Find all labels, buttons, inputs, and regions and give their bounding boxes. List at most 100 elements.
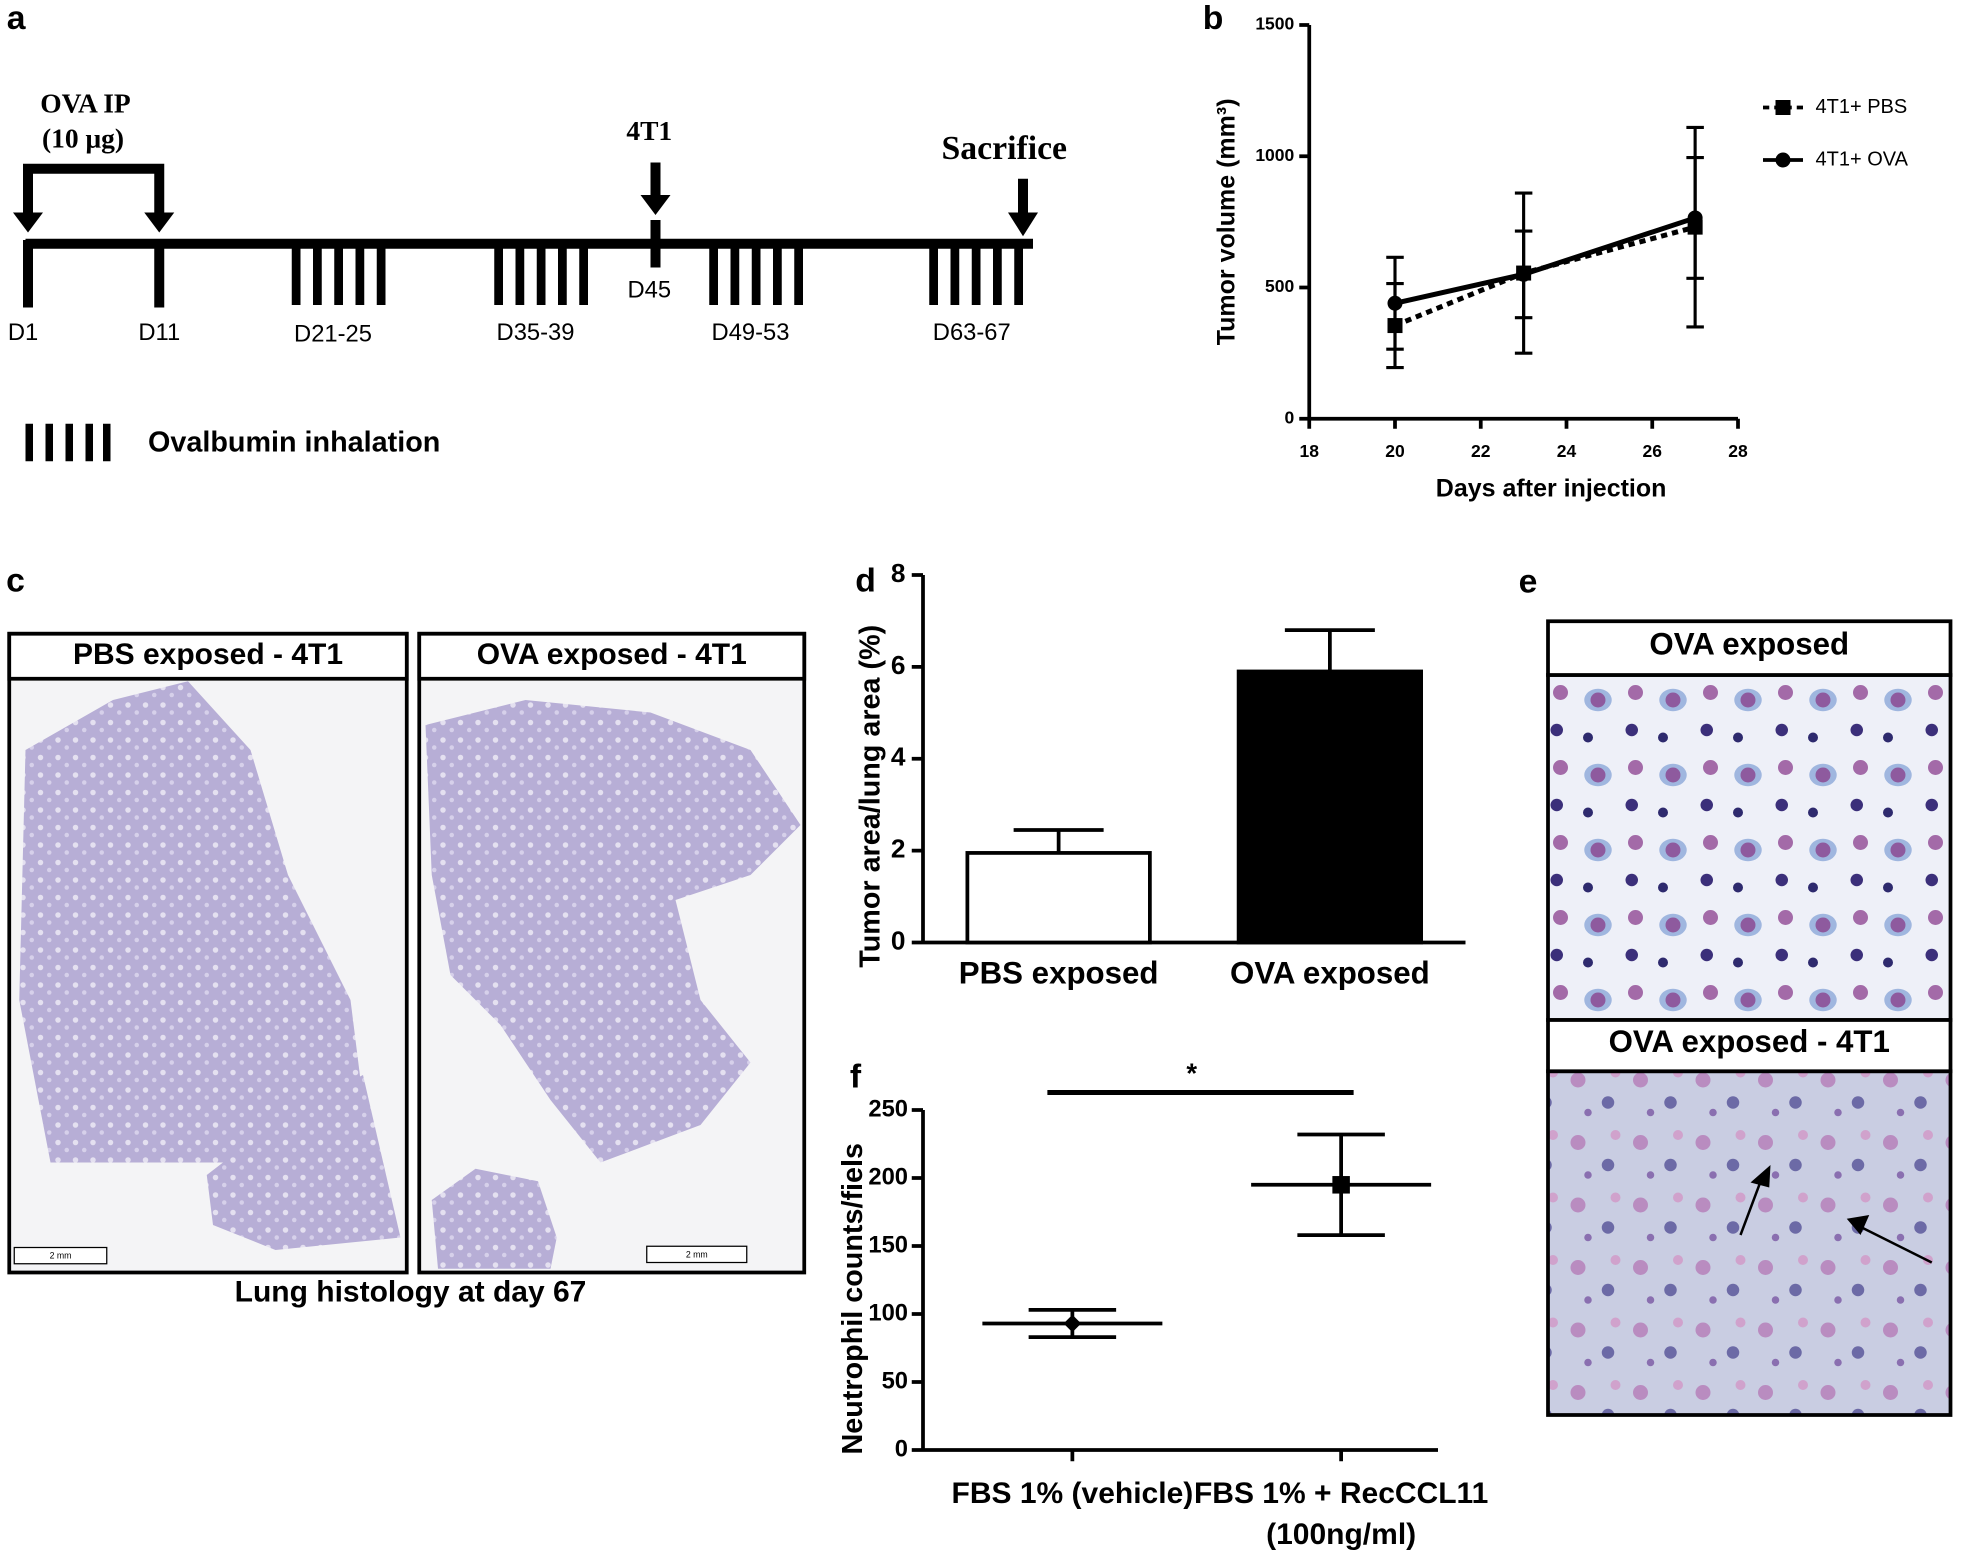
legend-marker bbox=[1775, 100, 1791, 115]
inhalation-bar bbox=[751, 243, 761, 305]
inhalation-bar bbox=[773, 243, 782, 305]
panel-a: a OVA IP (10 μg) 4T1 Sacrifice D1 D11 D2… bbox=[7, 0, 1067, 462]
inhalation-bar bbox=[291, 243, 301, 305]
inhalation-bar bbox=[494, 243, 503, 305]
inhalation-bar bbox=[536, 243, 546, 305]
day-label: D11 bbox=[138, 319, 180, 346]
inhalation-bar bbox=[794, 243, 803, 305]
x-tick-label: PBS exposed bbox=[959, 955, 1159, 990]
panel-c: c 2 mm PBS exposed - 4T1 2 mm OVA expose… bbox=[6, 561, 807, 1309]
legend-swatch bbox=[25, 423, 111, 462]
legend-marker bbox=[1775, 152, 1791, 168]
y-axis-label: Neutrophil counts/fiels bbox=[837, 1143, 869, 1454]
lung-tissue bbox=[19, 681, 363, 1163]
inhalation-bar bbox=[355, 243, 365, 305]
panel-label: e bbox=[1519, 563, 1538, 601]
x-tick-label: FBS 1% (vehicle) bbox=[952, 1477, 1194, 1510]
bar bbox=[1236, 669, 1423, 945]
day-label: D49-53 bbox=[712, 319, 790, 346]
marker bbox=[1387, 295, 1403, 311]
day-label: D63-67 bbox=[933, 319, 1011, 346]
scale-label: 2 mm bbox=[50, 1251, 72, 1261]
y-axis-label: Tumor area/lung area (%) bbox=[854, 625, 886, 968]
inhalation-bar bbox=[950, 243, 960, 305]
inhalation-bar bbox=[709, 243, 718, 305]
panel-label: d bbox=[855, 561, 876, 599]
image-title-box bbox=[417, 631, 807, 681]
significance-label: * bbox=[1186, 1057, 1197, 1088]
x-tick-label: 28 bbox=[1728, 441, 1748, 461]
image-title: OVA exposed bbox=[1649, 627, 1849, 662]
day-label: D35-39 bbox=[497, 319, 575, 346]
image-title-box bbox=[1546, 1018, 1953, 1074]
y-axis-label: Tumor volume (mm³) bbox=[1213, 98, 1241, 345]
y-tick-label: 250 bbox=[868, 1095, 908, 1122]
inhalation-bar bbox=[558, 243, 567, 305]
day-label: D21-25 bbox=[294, 320, 372, 347]
y-tick-label: 0 bbox=[895, 1435, 908, 1462]
inhalation-bar bbox=[515, 243, 525, 305]
lung-tissue bbox=[206, 1075, 401, 1250]
caption: Lung histology at day 67 bbox=[235, 1276, 587, 1309]
lung-tissue bbox=[425, 700, 801, 1163]
scale-label: 2 mm bbox=[686, 1249, 708, 1259]
image-title: PBS exposed - 4T1 bbox=[73, 638, 343, 671]
timeline bbox=[22, 162, 1033, 308]
inhalation-bars bbox=[291, 243, 1023, 305]
end-label: Sacrifice bbox=[941, 130, 1067, 167]
inhalation-bar bbox=[730, 243, 740, 305]
day-label: D1 bbox=[8, 319, 38, 346]
panel-e: e OVA exposed OVA exposed - 4T1 bbox=[1519, 563, 1953, 1417]
image-title-box bbox=[1546, 619, 1953, 677]
challenge-label: 4T1 bbox=[626, 115, 672, 146]
legend-label: 4T1+ PBS bbox=[1816, 96, 1908, 118]
inhalation-bar bbox=[334, 243, 343, 305]
panel-label: a bbox=[7, 0, 26, 37]
y-tick-label: 0 bbox=[891, 925, 906, 955]
injection-dose: (10 μg) bbox=[42, 123, 124, 154]
marker bbox=[1516, 266, 1532, 282]
lung-tissue bbox=[431, 1168, 557, 1269]
y-tick-label: 6 bbox=[891, 650, 906, 680]
arrows bbox=[1739, 1174, 1933, 1264]
x-tick-label: OVA exposed bbox=[1230, 955, 1430, 990]
inhalation-bar bbox=[376, 243, 386, 305]
injection-label: OVA IP bbox=[40, 88, 131, 119]
y-tick-label: 1000 bbox=[1255, 145, 1294, 165]
x-axis-label: Days after injection bbox=[1436, 475, 1667, 503]
y-tick-label: 8 bbox=[891, 558, 906, 588]
x-tick-label: 22 bbox=[1471, 441, 1491, 461]
panel-label: b bbox=[1203, 0, 1224, 37]
inhalation-bar bbox=[579, 243, 588, 305]
y-tick-label: 500 bbox=[1265, 276, 1294, 296]
y-tick-label: 2 bbox=[891, 834, 906, 864]
inhalation-bar bbox=[313, 243, 322, 305]
inhalation-bar bbox=[993, 243, 1002, 305]
arrow-heads bbox=[13, 195, 1038, 237]
marker bbox=[1063, 1314, 1082, 1333]
x-tick-label: 18 bbox=[1300, 441, 1320, 461]
y-tick-label: 150 bbox=[868, 1231, 908, 1258]
inhalation-bar bbox=[929, 243, 938, 305]
scale-bar bbox=[13, 1246, 108, 1265]
marker bbox=[1687, 210, 1703, 226]
y-tick-label: 1500 bbox=[1255, 14, 1294, 34]
error-bar bbox=[1013, 828, 1104, 853]
y-tick-label: 200 bbox=[868, 1163, 908, 1190]
arrow-head bbox=[1750, 1165, 1771, 1188]
cytology-image bbox=[1546, 1069, 1953, 1417]
bar bbox=[965, 851, 1152, 945]
panel-label: c bbox=[6, 561, 25, 599]
x-tick-label: (100ng/ml) bbox=[1266, 1518, 1416, 1551]
x-tick-label: 24 bbox=[1557, 441, 1577, 461]
x-tick-label: 20 bbox=[1385, 441, 1405, 461]
day-label: D45 bbox=[627, 277, 671, 304]
image-title-box bbox=[7, 631, 409, 681]
y-tick-label: 4 bbox=[891, 742, 906, 772]
marker bbox=[1332, 1176, 1350, 1194]
panel-label: f bbox=[850, 1058, 862, 1096]
y-tick-label: 100 bbox=[868, 1299, 908, 1326]
x-tick-label: 26 bbox=[1643, 441, 1663, 461]
